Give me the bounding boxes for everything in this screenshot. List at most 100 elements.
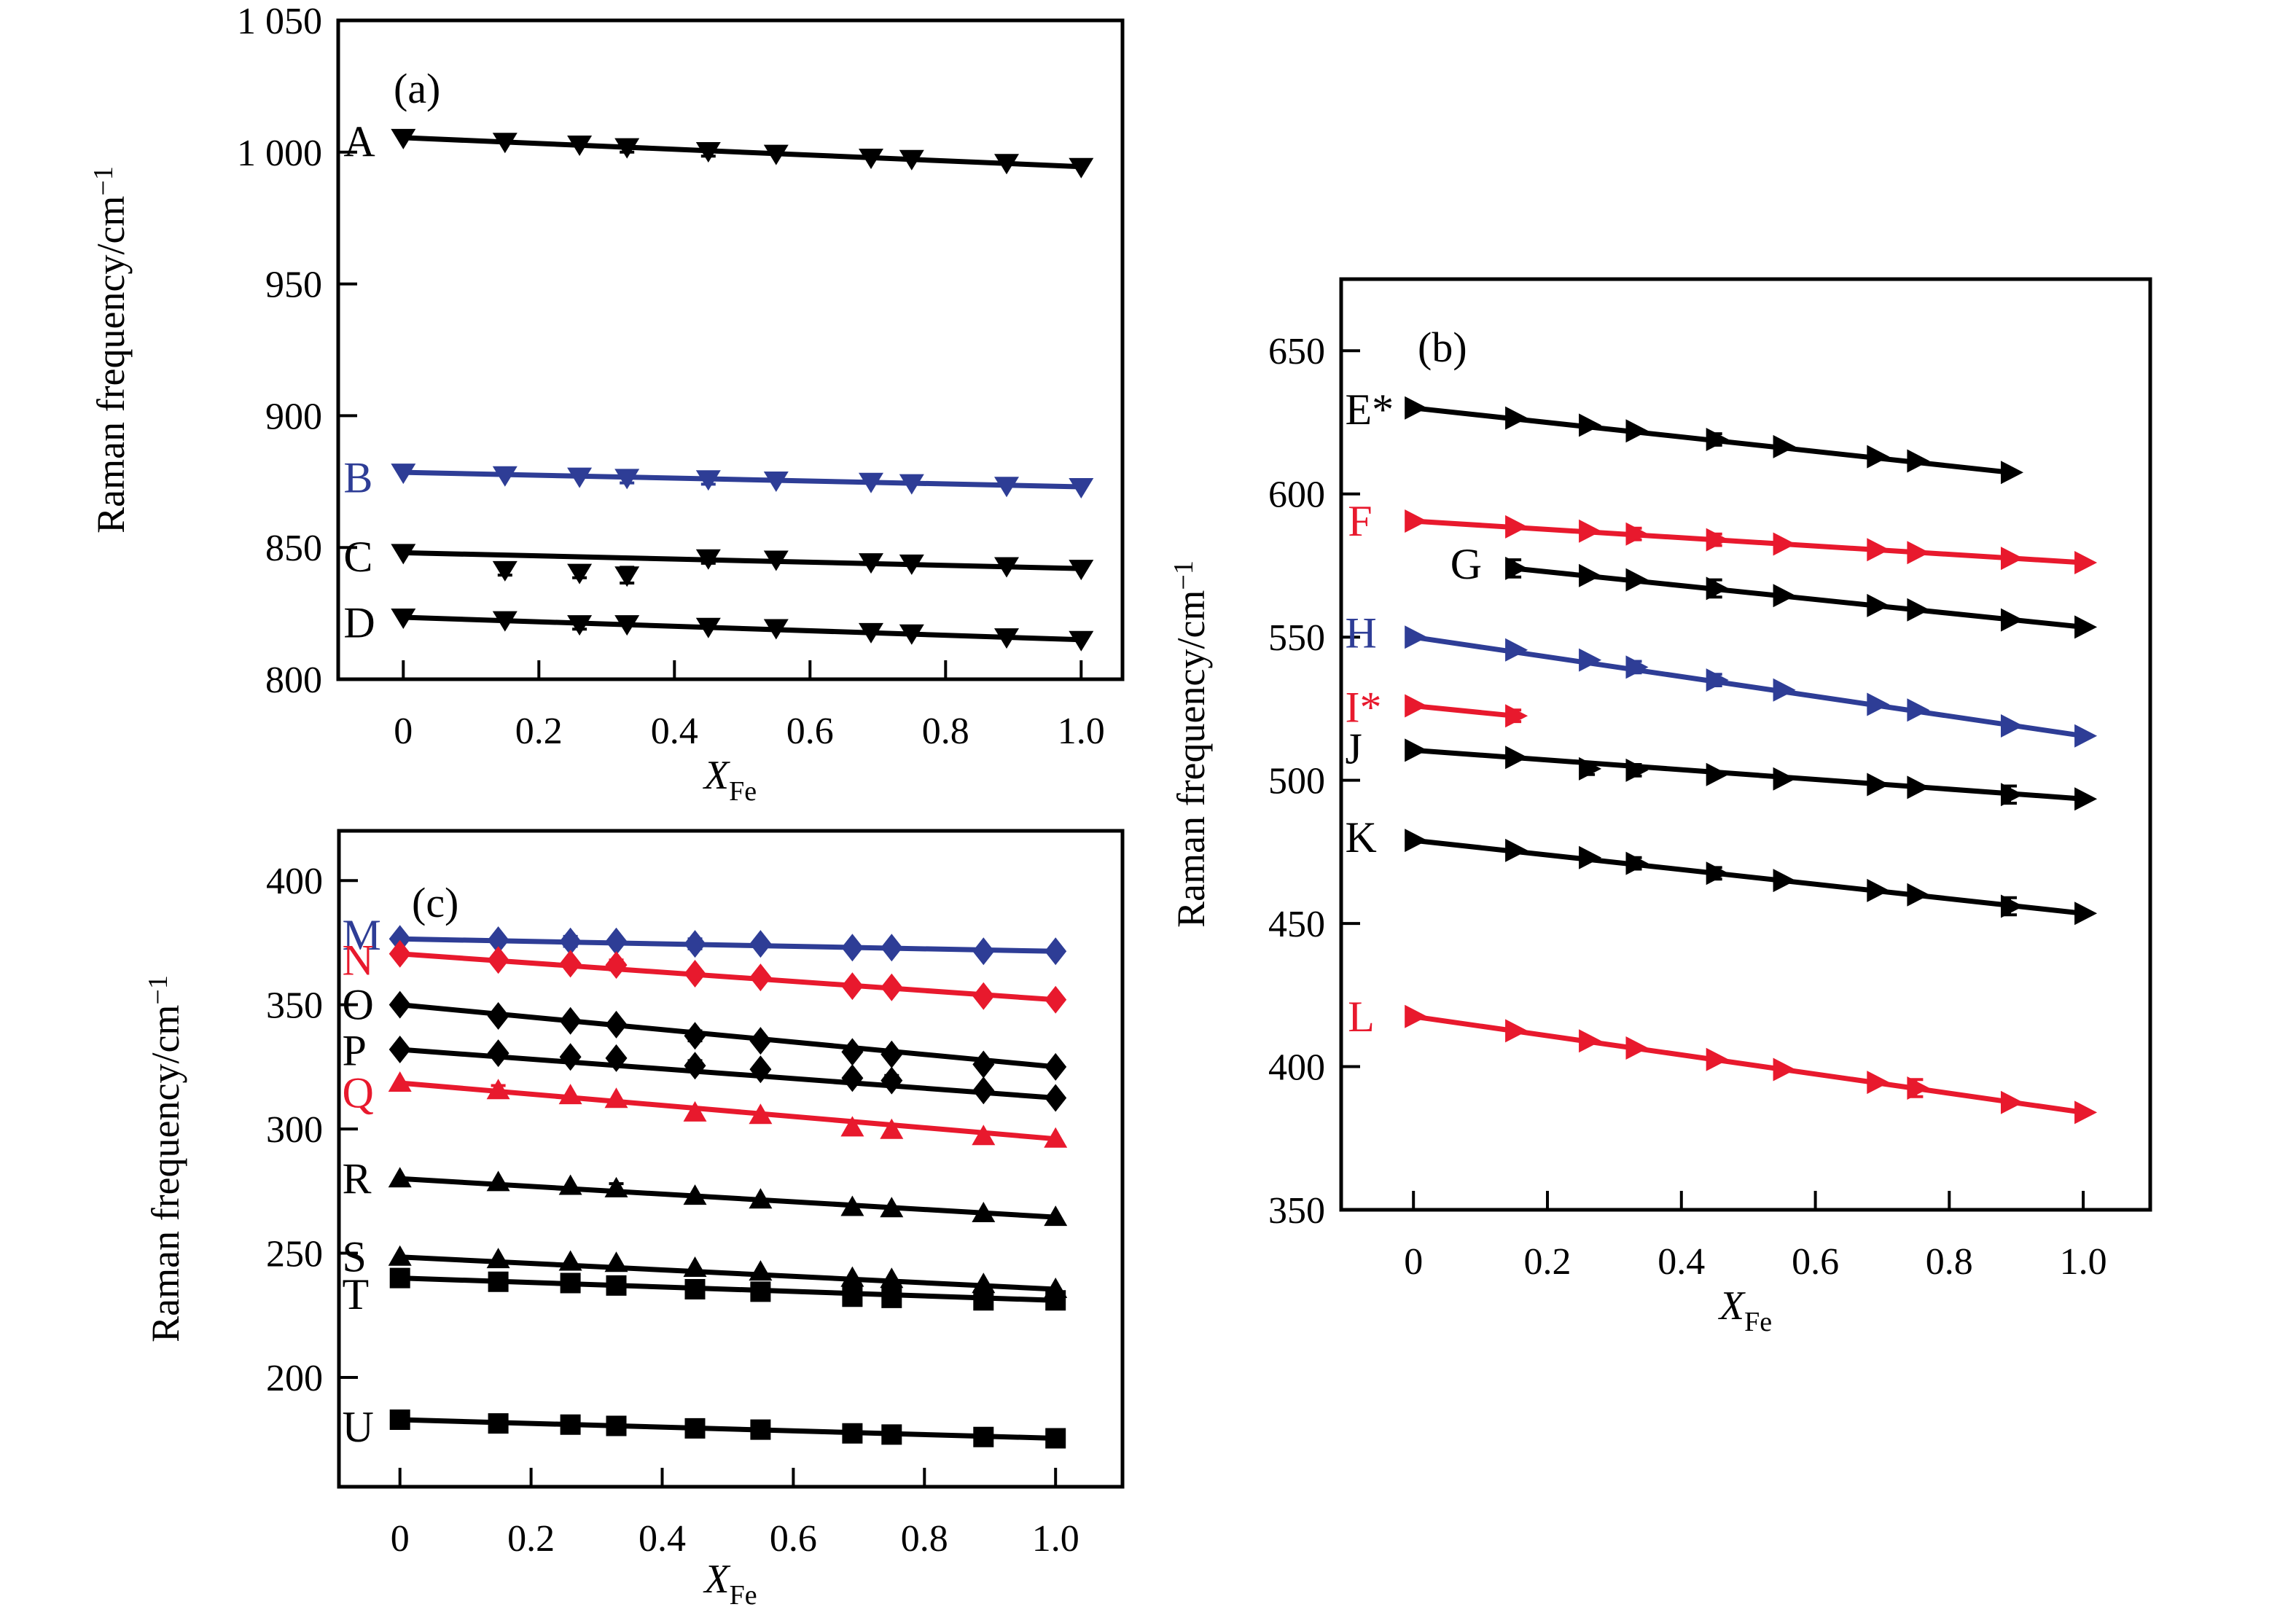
diamond-marker bbox=[749, 930, 772, 958]
tri-up-marker bbox=[683, 1184, 707, 1205]
diamond-marker bbox=[605, 1044, 628, 1072]
y-axis-title: Raman frequency/cm−1 bbox=[1168, 560, 1213, 928]
tri-down-marker bbox=[391, 128, 416, 149]
tri-right-marker bbox=[1625, 1036, 1649, 1060]
tri-up-marker bbox=[840, 1195, 864, 1216]
tri-up-marker bbox=[880, 1197, 904, 1218]
tri-right-marker bbox=[1579, 413, 1602, 437]
series-F: F bbox=[1348, 497, 2098, 574]
tri-right-marker bbox=[1579, 648, 1602, 672]
tri-up-marker bbox=[486, 1248, 510, 1269]
tri-down-marker bbox=[763, 472, 789, 492]
series-J: J bbox=[1346, 724, 2098, 811]
axes-frame bbox=[336, 18, 1125, 681]
diamond-marker bbox=[559, 1043, 582, 1071]
diamond-marker bbox=[684, 960, 706, 988]
square-marker bbox=[606, 1275, 627, 1296]
tri-down-marker bbox=[899, 554, 924, 575]
tri-up-marker bbox=[604, 1176, 628, 1197]
x-axis-title: XFe bbox=[1718, 1283, 1772, 1337]
axes-frame bbox=[337, 829, 1125, 1489]
y-tick-label: 800 bbox=[265, 660, 322, 701]
trend-line bbox=[399, 1080, 1056, 1142]
x-tick-label: 0.2 bbox=[507, 1518, 555, 1560]
y-tick-label: 200 bbox=[266, 1358, 323, 1399]
tri-right-marker bbox=[1706, 576, 1729, 601]
tri-right-marker bbox=[1867, 593, 1890, 617]
tri-down-marker bbox=[492, 560, 518, 582]
tri-right-marker bbox=[2001, 461, 2023, 485]
tri-right-marker bbox=[1625, 419, 1649, 443]
trend-line bbox=[1413, 1014, 2084, 1115]
square-marker bbox=[881, 1424, 902, 1445]
tri-right-marker bbox=[2001, 547, 2023, 571]
diamond-marker bbox=[880, 1066, 903, 1095]
series-C: C bbox=[343, 533, 1094, 587]
x-tick-label: 0.4 bbox=[651, 711, 698, 752]
tri-right-marker bbox=[1625, 851, 1649, 875]
tri-down-marker bbox=[492, 133, 518, 154]
tri-down-marker bbox=[859, 622, 883, 644]
square-marker bbox=[973, 1290, 994, 1311]
trend-line bbox=[399, 1176, 1056, 1220]
y-tick-label: 350 bbox=[266, 985, 323, 1027]
trend-line bbox=[399, 1047, 1056, 1100]
series-D: D bbox=[343, 598, 1094, 652]
tri-right-marker bbox=[1867, 445, 1890, 469]
tri-right-marker bbox=[1773, 584, 1796, 608]
x-tick-label: 0 bbox=[391, 1518, 410, 1560]
tri-down-marker bbox=[1069, 478, 1094, 498]
series-label-F: F bbox=[1348, 497, 1372, 545]
series-L: L bbox=[1348, 993, 2098, 1125]
tri-right-marker bbox=[1706, 528, 1729, 552]
series-A: A bbox=[343, 117, 1094, 179]
trend-line bbox=[1413, 837, 2084, 916]
y-tick-label: 850 bbox=[265, 528, 322, 569]
x-tick-label: 0.2 bbox=[1524, 1241, 1571, 1283]
tri-down-marker bbox=[859, 149, 883, 169]
tri-right-marker bbox=[1773, 678, 1796, 702]
tri-right-marker bbox=[1706, 668, 1729, 692]
series-T: T bbox=[343, 1267, 1066, 1318]
series-E: E* bbox=[1346, 386, 2023, 485]
trend-line bbox=[399, 1254, 1056, 1292]
tri-right-marker bbox=[1505, 556, 1528, 580]
trend-line bbox=[403, 135, 1082, 170]
y-tick-label: 350 bbox=[1268, 1190, 1325, 1232]
tri-down-marker bbox=[567, 136, 593, 156]
tri-down-marker bbox=[567, 563, 593, 584]
axes-frame bbox=[1339, 277, 2152, 1212]
tri-up-marker bbox=[880, 1267, 904, 1289]
tri-right-marker bbox=[2001, 894, 2023, 918]
tri-down-marker bbox=[695, 142, 721, 163]
tri-up-marker bbox=[840, 1266, 864, 1287]
series-label-G: G bbox=[1450, 540, 1482, 588]
tri-down-marker bbox=[567, 467, 593, 488]
series-Q: Q bbox=[343, 1069, 1068, 1148]
tri-down-marker bbox=[763, 619, 789, 640]
x-tick-label: 0.8 bbox=[1926, 1241, 1973, 1283]
x-tick-label: 0.2 bbox=[515, 711, 563, 752]
x-tick-label: 0.6 bbox=[1792, 1241, 1839, 1283]
series-label-A: A bbox=[343, 117, 375, 165]
tri-right-marker bbox=[1405, 625, 1428, 649]
tri-right-marker bbox=[1907, 883, 1930, 907]
tri-right-marker bbox=[1773, 434, 1796, 458]
square-marker bbox=[881, 1287, 902, 1308]
tri-right-marker bbox=[1867, 1071, 1890, 1095]
tri-right-marker bbox=[1706, 428, 1729, 451]
series-S: S bbox=[343, 1233, 1068, 1298]
tri-down-marker bbox=[994, 154, 1019, 175]
tri-up-marker bbox=[604, 1087, 628, 1109]
tri-right-marker bbox=[1625, 758, 1649, 782]
diamond-marker bbox=[880, 973, 903, 1001]
tri-right-marker bbox=[1405, 738, 1428, 762]
square-marker bbox=[684, 1279, 706, 1299]
trend-line bbox=[399, 951, 1056, 1003]
series-label-Q: Q bbox=[343, 1069, 374, 1117]
diamond-marker bbox=[880, 934, 903, 962]
trend-line bbox=[1513, 566, 2084, 630]
tri-right-marker bbox=[1579, 756, 1602, 781]
